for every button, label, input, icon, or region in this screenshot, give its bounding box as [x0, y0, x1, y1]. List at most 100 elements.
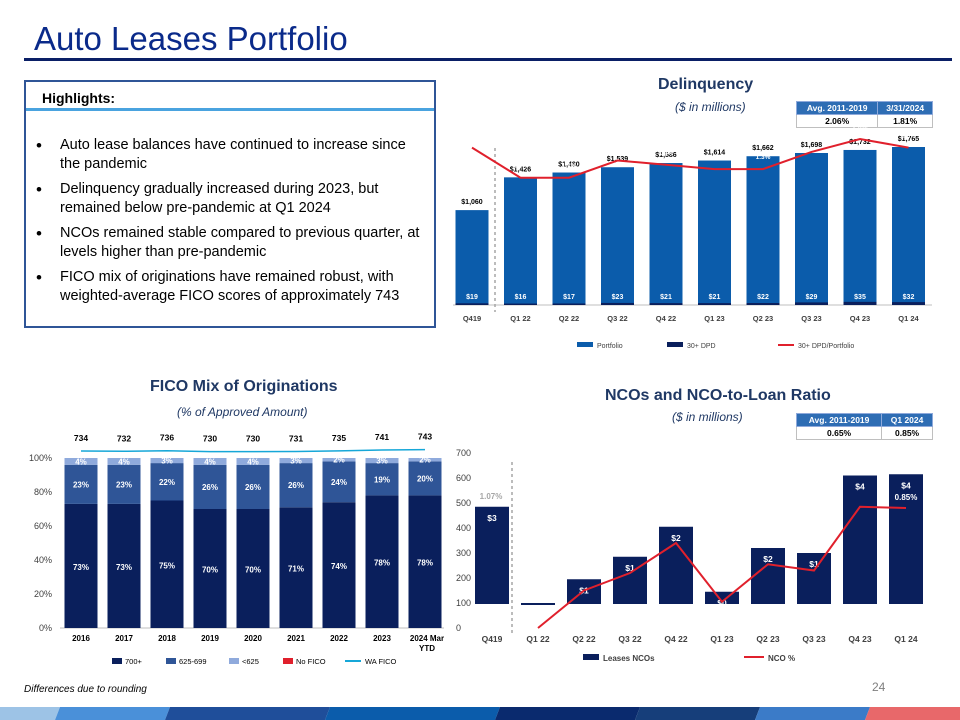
portfolio-bar [795, 152, 828, 305]
wa-fico-label: 734 [74, 433, 88, 443]
fico-bar [236, 509, 270, 628]
fico-bar-label: 19% [374, 475, 390, 484]
fico-bar-label: 71% [288, 565, 304, 574]
y-tick-label: 100 [456, 598, 471, 608]
fico-bar [322, 461, 356, 503]
ratio-label: 1.1% [562, 163, 577, 170]
x-tick-label: Q4 22 [664, 634, 687, 644]
fico-bar-label: 23% [73, 480, 89, 489]
legend-label: Leases NCOs [603, 654, 655, 663]
nco-ratio-label: 0.85% [895, 493, 918, 502]
x-tick-label: Q1 23 [704, 314, 724, 323]
table-cell: 0.85% [881, 426, 933, 440]
ratio-label: 1.1% [513, 163, 528, 170]
y-tick-label: 600 [456, 473, 471, 483]
x-tick-label: Q3 23 [801, 314, 821, 323]
y-tick-label: 40% [34, 555, 52, 565]
footer-stripe [0, 707, 960, 720]
ratio-label: 1.3% [756, 154, 771, 161]
page-title: Auto Leases Portfolio [34, 20, 348, 57]
portfolio-bar [892, 147, 925, 305]
portfolio-bar [843, 149, 877, 305]
portfolio-label: $1,586 [655, 152, 677, 159]
dpd-label: $19 [466, 294, 478, 301]
fico-bar [279, 507, 313, 628]
nco-bar-label: $1 [625, 563, 635, 573]
fico-bar [408, 495, 442, 628]
nco-bar [659, 526, 693, 604]
fico-bar [107, 458, 141, 465]
dpd-label: $21 [709, 294, 721, 301]
fico-bar [193, 509, 227, 628]
portfolio-bar [649, 163, 683, 305]
nco-bar [475, 506, 509, 604]
portfolio-label: $1,426 [510, 166, 532, 173]
y-tick-label: 80% [34, 487, 52, 497]
dpd-label: $23 [612, 294, 624, 301]
x-tick-label: 2016 [72, 634, 90, 643]
table-header: Q1 2024 [881, 413, 933, 427]
x-tick-label: Q4 22 [656, 314, 676, 323]
fico-bar [365, 495, 399, 628]
x-tick-label: 2020 [244, 634, 262, 643]
ratio-label: 1.8% [901, 133, 916, 140]
legend-label: 625-699 [179, 657, 207, 666]
fico-bar-label: 3% [376, 457, 388, 466]
dpd-label: $16 [515, 294, 527, 301]
nco-bar [751, 548, 785, 604]
y-tick-label: 20% [34, 589, 52, 599]
delinquency-avg-table: Avg. 2011-2019 3/31/2024 2.06% 1.81% [795, 101, 933, 128]
x-tick-label: Q4 23 [850, 314, 870, 323]
x-tick-label: Q3 23 [802, 634, 825, 644]
fico-bar-label: 78% [417, 559, 433, 568]
fico-bar [279, 458, 313, 464]
ratio-label: 1.4% [659, 150, 674, 157]
portfolio-label: $1,662 [752, 145, 774, 152]
fico-bar [408, 461, 442, 496]
fico-bar-label: 4% [75, 457, 87, 466]
fico-bar [193, 464, 227, 509]
fico-bar-label: 23% [116, 480, 132, 489]
fico-bar [322, 502, 356, 628]
fico-bar-label: 22% [159, 478, 175, 487]
y-tick-label: 400 [456, 523, 471, 533]
highlights-rule [26, 108, 434, 111]
table-header: Avg. 2011-2019 [795, 101, 879, 115]
legend-label: NCO % [768, 654, 795, 663]
fico-bar [365, 458, 399, 464]
dpd-bar [698, 303, 731, 305]
fico-bar [236, 464, 270, 509]
dpd-label: $21 [660, 294, 672, 301]
highlights-heading: Highlights: [42, 90, 116, 106]
fico-bar-label: 70% [245, 566, 261, 575]
nco-ratio-label: 1.07% [480, 492, 503, 501]
fico-bar-label: 2% [333, 456, 345, 465]
legend-label: 30+ DPD/Portfolio [798, 343, 854, 350]
table-cell: 0.65% [795, 426, 883, 440]
dpd-bar [601, 302, 634, 305]
highlight-item: FICO mix of originations have remained r… [36, 268, 428, 306]
dpd-bar [504, 303, 537, 305]
y-tick-label: 700 [456, 448, 471, 458]
wa-fico-label: 731 [289, 433, 303, 443]
x-tick-label: Q4 23 [848, 634, 871, 644]
portfolio-bar [698, 160, 731, 305]
y-tick-label: 500 [456, 498, 471, 508]
y-tick-label: 0% [39, 623, 52, 633]
nco-bar-label: $4 [855, 482, 865, 492]
ratio-label: 1.5% [610, 146, 625, 153]
fico-bar-label: 3% [161, 457, 173, 466]
legend-swatch [112, 658, 122, 664]
nco-bar-label: ($0) [530, 608, 545, 618]
table-cell: 2.06% [795, 114, 879, 128]
nco-bar [843, 475, 877, 604]
dpd-bar [746, 303, 780, 305]
wa-fico-label: 735 [332, 433, 346, 443]
legend-label: 700+ [125, 657, 143, 666]
fico-bar-label: 2% [419, 456, 431, 465]
nco-title: NCOs and NCO-to-Loan Ratio [605, 387, 831, 404]
nco-bar [889, 474, 923, 604]
dpd-bar [649, 303, 683, 305]
fico-bar-label: 73% [116, 563, 132, 572]
portfolio-label: $1,614 [704, 150, 726, 157]
